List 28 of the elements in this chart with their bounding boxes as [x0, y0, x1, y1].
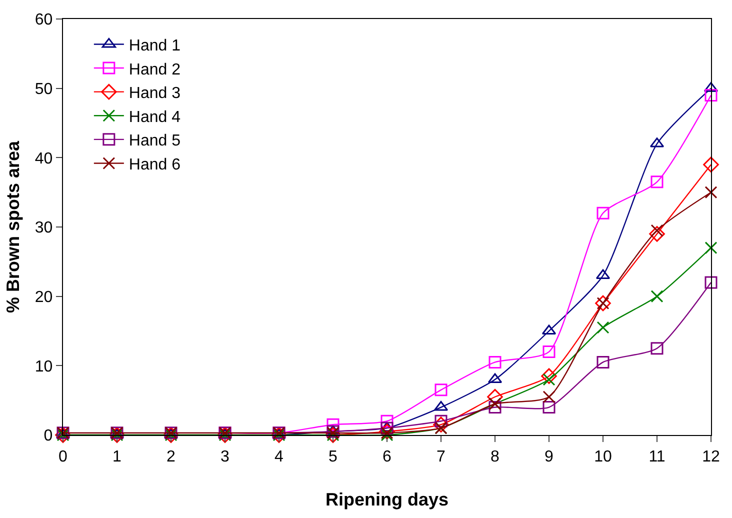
legend-label: Hand 6 — [128, 156, 181, 174]
x-tick-label: 2 — [166, 448, 176, 466]
y-tick-label: 0 — [44, 428, 53, 445]
legend-label: Hand 3 — [128, 85, 181, 102]
x-tick-label: 1 — [112, 448, 122, 466]
legend-label: Hand 1 — [128, 37, 181, 54]
x-tick-label: 4 — [274, 448, 284, 466]
legend-label: Hand 4 — [128, 108, 181, 126]
y-axis-title: % Brown spots area — [3, 140, 24, 314]
x-tick-label: 7 — [436, 448, 446, 466]
y-tick-label: 20 — [34, 288, 53, 306]
y-tick-label: 40 — [34, 150, 53, 168]
x-tick-label: 12 — [702, 448, 720, 466]
x-tick-label: 9 — [544, 448, 554, 466]
x-tick-label: 10 — [594, 448, 612, 466]
x-tick-label: 11 — [648, 448, 666, 466]
y-tick-label: 30 — [34, 220, 53, 237]
legend-label: Hand 5 — [128, 132, 181, 150]
x-tick-label: 6 — [382, 448, 392, 466]
legend-label: Hand 2 — [128, 61, 181, 78]
x-tick-label: 3 — [220, 448, 230, 466]
x-tick-label: 8 — [490, 448, 500, 466]
x-axis-title: Ripening days — [325, 489, 449, 510]
x-tick-label: 5 — [328, 448, 338, 466]
y-tick-label: 50 — [34, 80, 53, 98]
x-tick-label: 0 — [58, 448, 68, 466]
y-tick-label: 60 — [34, 12, 53, 29]
y-tick-label: 10 — [34, 358, 53, 376]
